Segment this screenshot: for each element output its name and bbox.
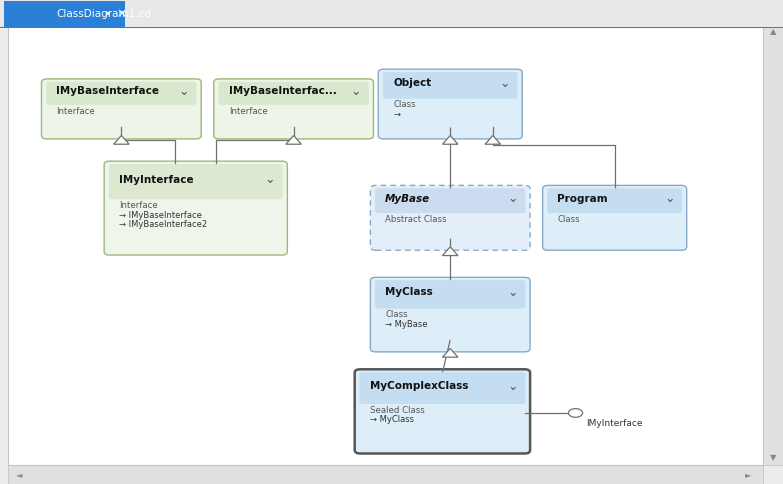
Polygon shape: [485, 136, 500, 144]
FancyBboxPatch shape: [547, 188, 682, 213]
Text: ▲: ▲: [770, 27, 777, 36]
Text: •: •: [105, 9, 111, 19]
Text: MyComplexClass: MyComplexClass: [370, 381, 468, 391]
FancyBboxPatch shape: [375, 188, 525, 213]
Text: Object: Object: [393, 78, 431, 89]
Text: ⌄: ⌄: [664, 192, 674, 205]
FancyBboxPatch shape: [8, 27, 763, 465]
Polygon shape: [442, 136, 458, 144]
Circle shape: [568, 408, 583, 417]
Text: IMyBaseInterface: IMyBaseInterface: [56, 87, 160, 96]
Text: Class: Class: [393, 101, 416, 109]
FancyBboxPatch shape: [383, 72, 518, 99]
Text: Class: Class: [557, 215, 580, 224]
Text: ×: ×: [116, 8, 126, 20]
Text: Interface: Interface: [229, 106, 267, 116]
FancyBboxPatch shape: [109, 164, 283, 199]
Text: ⌄: ⌄: [507, 286, 518, 299]
Bar: [763, 27, 783, 465]
Text: ⌄: ⌄: [507, 192, 518, 205]
FancyBboxPatch shape: [370, 185, 530, 250]
Text: Class: Class: [385, 310, 408, 319]
Polygon shape: [114, 136, 129, 144]
Text: →: →: [393, 110, 400, 119]
FancyBboxPatch shape: [104, 161, 287, 255]
Text: ⌄: ⌄: [500, 77, 510, 90]
FancyBboxPatch shape: [543, 185, 687, 250]
Bar: [4, 1, 125, 27]
Text: Interface: Interface: [119, 201, 157, 210]
FancyBboxPatch shape: [359, 372, 525, 404]
FancyBboxPatch shape: [355, 369, 530, 454]
FancyBboxPatch shape: [378, 69, 522, 139]
Text: Interface: Interface: [56, 106, 95, 116]
FancyBboxPatch shape: [46, 82, 197, 105]
Text: ►: ►: [745, 470, 751, 479]
Text: ClassDiagram1.cd: ClassDiagram1.cd: [56, 9, 151, 19]
Text: MyClass: MyClass: [385, 287, 433, 298]
Bar: [8, 465, 763, 484]
Text: → IMyBaseInterface: → IMyBaseInterface: [119, 211, 202, 220]
Bar: [0, 27, 783, 28]
Text: Abstract Class: Abstract Class: [385, 215, 447, 224]
FancyBboxPatch shape: [214, 79, 373, 139]
Text: ⌄: ⌄: [507, 379, 518, 393]
FancyBboxPatch shape: [375, 280, 525, 308]
Text: Sealed Class: Sealed Class: [370, 406, 424, 415]
Text: ⌄: ⌄: [179, 85, 189, 98]
Text: IMyInterface: IMyInterface: [119, 175, 193, 184]
Text: → MyClass: → MyClass: [370, 415, 413, 424]
Text: ⌄: ⌄: [351, 85, 361, 98]
Polygon shape: [442, 247, 458, 256]
FancyBboxPatch shape: [370, 277, 530, 352]
FancyBboxPatch shape: [218, 82, 369, 105]
Text: IMyBaseInterfac...: IMyBaseInterfac...: [229, 87, 337, 96]
Text: ⌄: ⌄: [265, 173, 275, 186]
Bar: [0, 0, 783, 27]
Text: IMyInterface: IMyInterface: [586, 419, 643, 428]
Text: → IMyBaseInterface2: → IMyBaseInterface2: [119, 221, 207, 229]
FancyBboxPatch shape: [41, 79, 201, 139]
Text: → MyBase: → MyBase: [385, 320, 428, 329]
Polygon shape: [442, 348, 458, 357]
Text: Program: Program: [557, 194, 608, 204]
Text: MyBase: MyBase: [385, 194, 431, 204]
Text: ▼: ▼: [770, 453, 777, 462]
Polygon shape: [286, 136, 301, 144]
Text: ◄: ◄: [16, 470, 23, 479]
